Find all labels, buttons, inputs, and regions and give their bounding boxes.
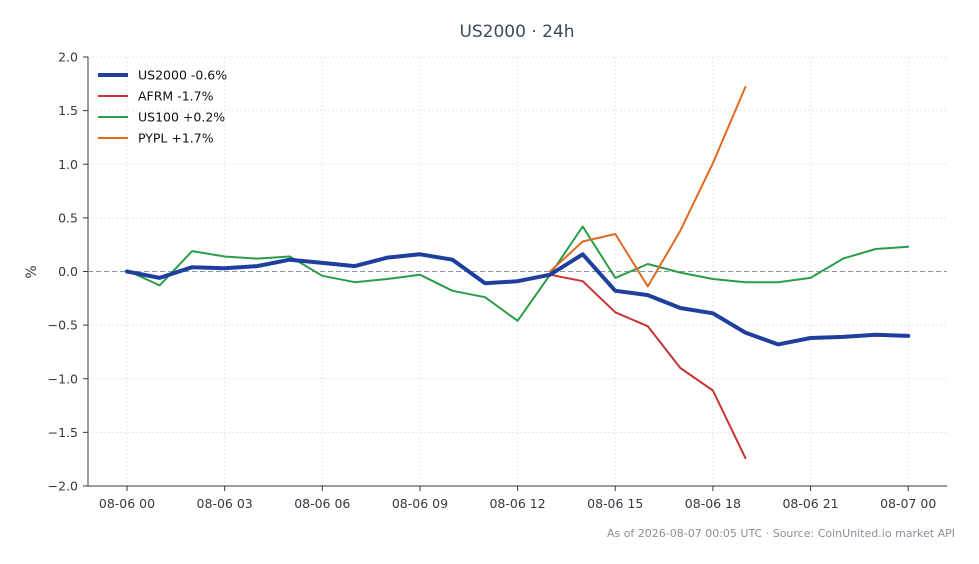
y-tick-label: −1.5 <box>48 425 78 440</box>
x-tick-label: 08-06 21 <box>782 496 838 511</box>
chart-title: US2000 · 24h <box>459 22 574 42</box>
source-footer: As of 2026-08-07 00:05 UTC · Source: Coi… <box>607 527 955 540</box>
legend-label: US2000 -0.6% <box>138 68 227 83</box>
legend-label: US100 +0.2% <box>138 110 225 125</box>
y-tick-label: −1.0 <box>48 371 78 386</box>
x-tick-label: 08-07 00 <box>880 496 936 511</box>
x-tick-label: 08-06 06 <box>294 496 350 511</box>
gridlines <box>88 56 947 487</box>
series-lines <box>125 86 911 460</box>
series-line-afrm <box>549 273 747 460</box>
legend-label: PYPL +1.7% <box>138 131 214 146</box>
y-tick-label: −0.5 <box>48 318 78 333</box>
y-axis-ticks: 2.0 1.5 1.0 0.5 0.0 −0.5 −1.0 −1.5 −2.0 <box>48 50 88 494</box>
y-tick-label: 1.0 <box>58 157 78 172</box>
x-tick-label: 08-06 09 <box>392 496 448 511</box>
legend-label: AFRM -1.7% <box>138 89 214 104</box>
x-tick-label: 08-06 03 <box>197 496 253 511</box>
y-tick-label: 0.0 <box>58 264 78 279</box>
y-axis-label: % <box>24 265 40 278</box>
series-line-us100 <box>126 225 910 322</box>
x-tick-label: 08-06 15 <box>587 496 643 511</box>
y-tick-label: 0.5 <box>58 210 78 225</box>
x-tick-label: 08-06 12 <box>489 496 545 511</box>
x-tick-label: 08-06 18 <box>685 496 741 511</box>
legend: US2000 -0.6% AFRM -1.7% US100 +0.2% PYPL +1… <box>98 68 227 146</box>
y-tick-label: 2.0 <box>58 50 78 65</box>
y-tick-label: −2.0 <box>48 479 78 494</box>
series-line-pypl <box>549 86 747 288</box>
x-axis-ticks: 08-06 00 08-06 03 08-06 06 08-06 09 08-06 12… <box>99 486 936 511</box>
y-tick-label: 1.5 <box>58 103 78 118</box>
x-tick-label: 08-06 00 <box>99 496 155 511</box>
series-line-us2000 <box>125 252 911 347</box>
